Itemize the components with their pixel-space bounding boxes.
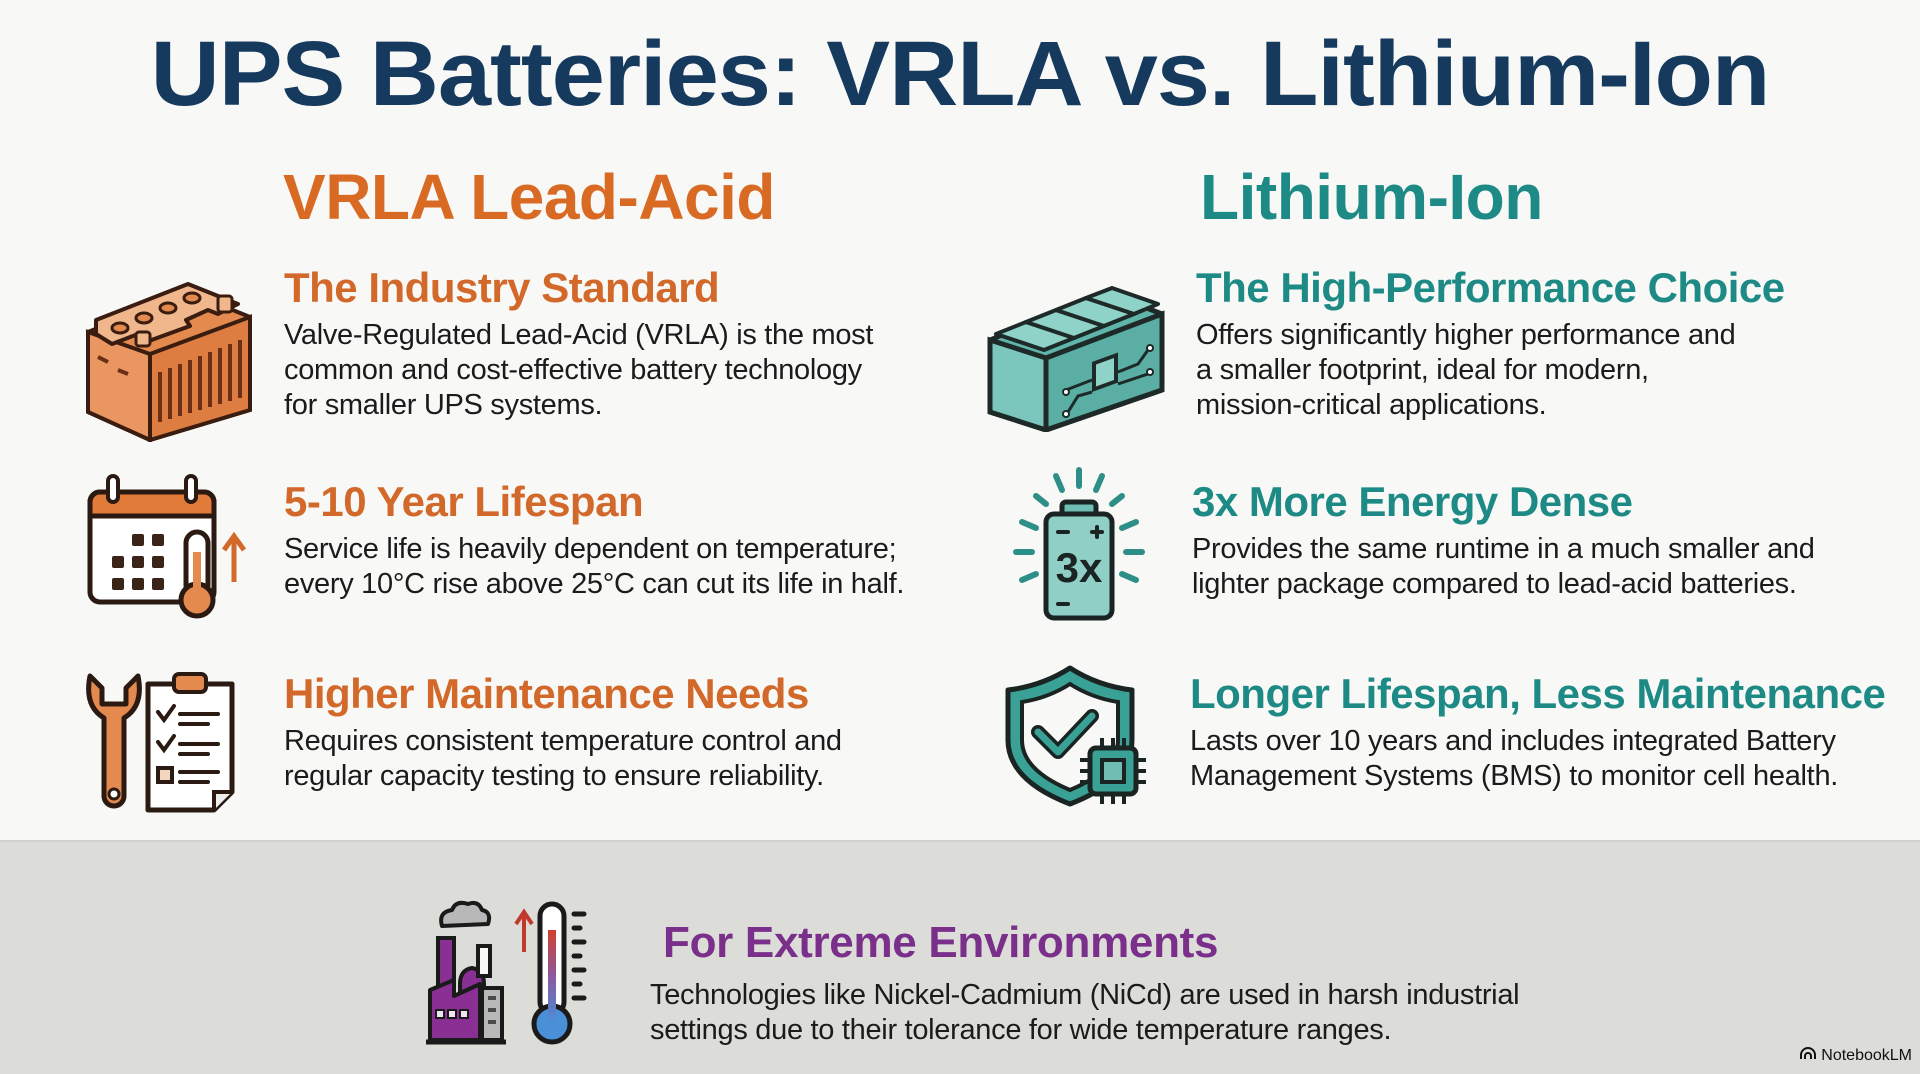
extreme-environments-title: For Extreme Environments (663, 918, 1219, 967)
battery-3x-icon: 3x (996, 464, 1162, 624)
svg-text:3x: 3x (1056, 544, 1103, 591)
feature-energy-dense: 3x More Energy Dense Provides the same r… (1192, 478, 1815, 602)
lithium-battery-pack-icon (982, 262, 1172, 434)
feature-high-performance: The High-Performance Choice Offers signi… (1196, 264, 1785, 423)
notebooklm-logo-icon (1799, 1046, 1817, 1065)
calendar-thermometer-icon (86, 472, 256, 622)
factory-thermometer-icon (424, 900, 614, 1050)
feature-longer-lifespan: Longer Lifespan, Less Maintenance Lasts … (1190, 670, 1886, 794)
feature-title: Longer Lifespan, Less Maintenance (1190, 670, 1886, 717)
notebooklm-label: NotebookLM (1821, 1046, 1912, 1064)
feature-title: 5-10 Year Lifespan (284, 478, 644, 525)
page-title: UPS Batteries: VRLA vs. Lithium-Ion (150, 23, 1771, 125)
feature-maintenance: Higher Maintenance Needs Requires consis… (284, 670, 842, 794)
feature-description: Service life is heavily dependent on tem… (284, 533, 905, 600)
lithium-column-heading: Lithium-Ion (1200, 161, 1543, 233)
lead-acid-battery-icon (78, 262, 258, 444)
feature-description: Provides the same runtime in a much smal… (1192, 533, 1815, 600)
shield-check-chip-icon (1004, 664, 1154, 808)
notebooklm-branding: NotebookLM (1799, 1046, 1912, 1065)
feature-description: Offers significantly higher performance … (1196, 319, 1736, 421)
vrla-column-heading: VRLA Lead-Acid (283, 161, 776, 233)
feature-title: Higher Maintenance Needs (284, 670, 809, 717)
feature-description: Requires consistent temperature control … (284, 725, 842, 792)
feature-lifespan: 5-10 Year Lifespan Service life is heavi… (284, 478, 904, 602)
feature-description: Lasts over 10 years and includes integra… (1190, 725, 1839, 792)
feature-title: The High-Performance Choice (1196, 264, 1785, 311)
feature-title: The Industry Standard (284, 264, 720, 311)
feature-description: Valve-Regulated Lead-Acid (VRLA) is the … (284, 319, 874, 421)
feature-title: 3x More Energy Dense (1192, 478, 1633, 525)
extreme-environments-band (0, 840, 1920, 1074)
wrench-checklist-icon (82, 664, 242, 814)
extreme-environments-description: Technologies like Nickel-Cadmium (NiCd) … (650, 979, 1520, 1046)
feature-industry-standard: The Industry Standard Valve-Regulated Le… (284, 264, 873, 423)
